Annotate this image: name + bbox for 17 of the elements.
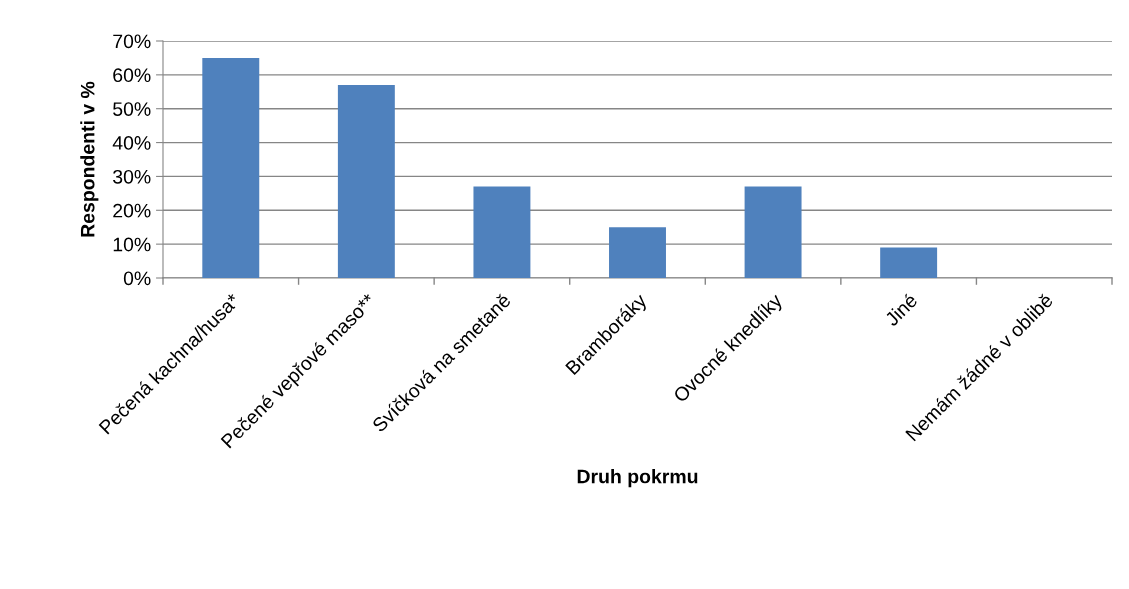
x-tick-label: Jiné [883,292,919,327]
y-tick-label: 30% [113,169,151,184]
bar [609,227,666,278]
x-axis-title: Druh pokrmu [577,469,698,488]
y-tick-label: 10% [113,237,151,252]
y-tick-label: 40% [112,136,151,150]
bar [880,247,938,278]
bar [202,57,260,278]
y-tick-label: 70% [113,34,151,49]
bar [337,85,395,278]
y-tick-label: 50% [113,102,151,116]
y-axis-title: Respondenti v % [80,81,99,237]
y-tick-label: 60% [113,68,151,83]
y-tick-label: 0% [123,271,151,286]
bar [473,186,531,278]
y-tick-label: 20% [113,203,151,218]
bar [744,186,802,278]
